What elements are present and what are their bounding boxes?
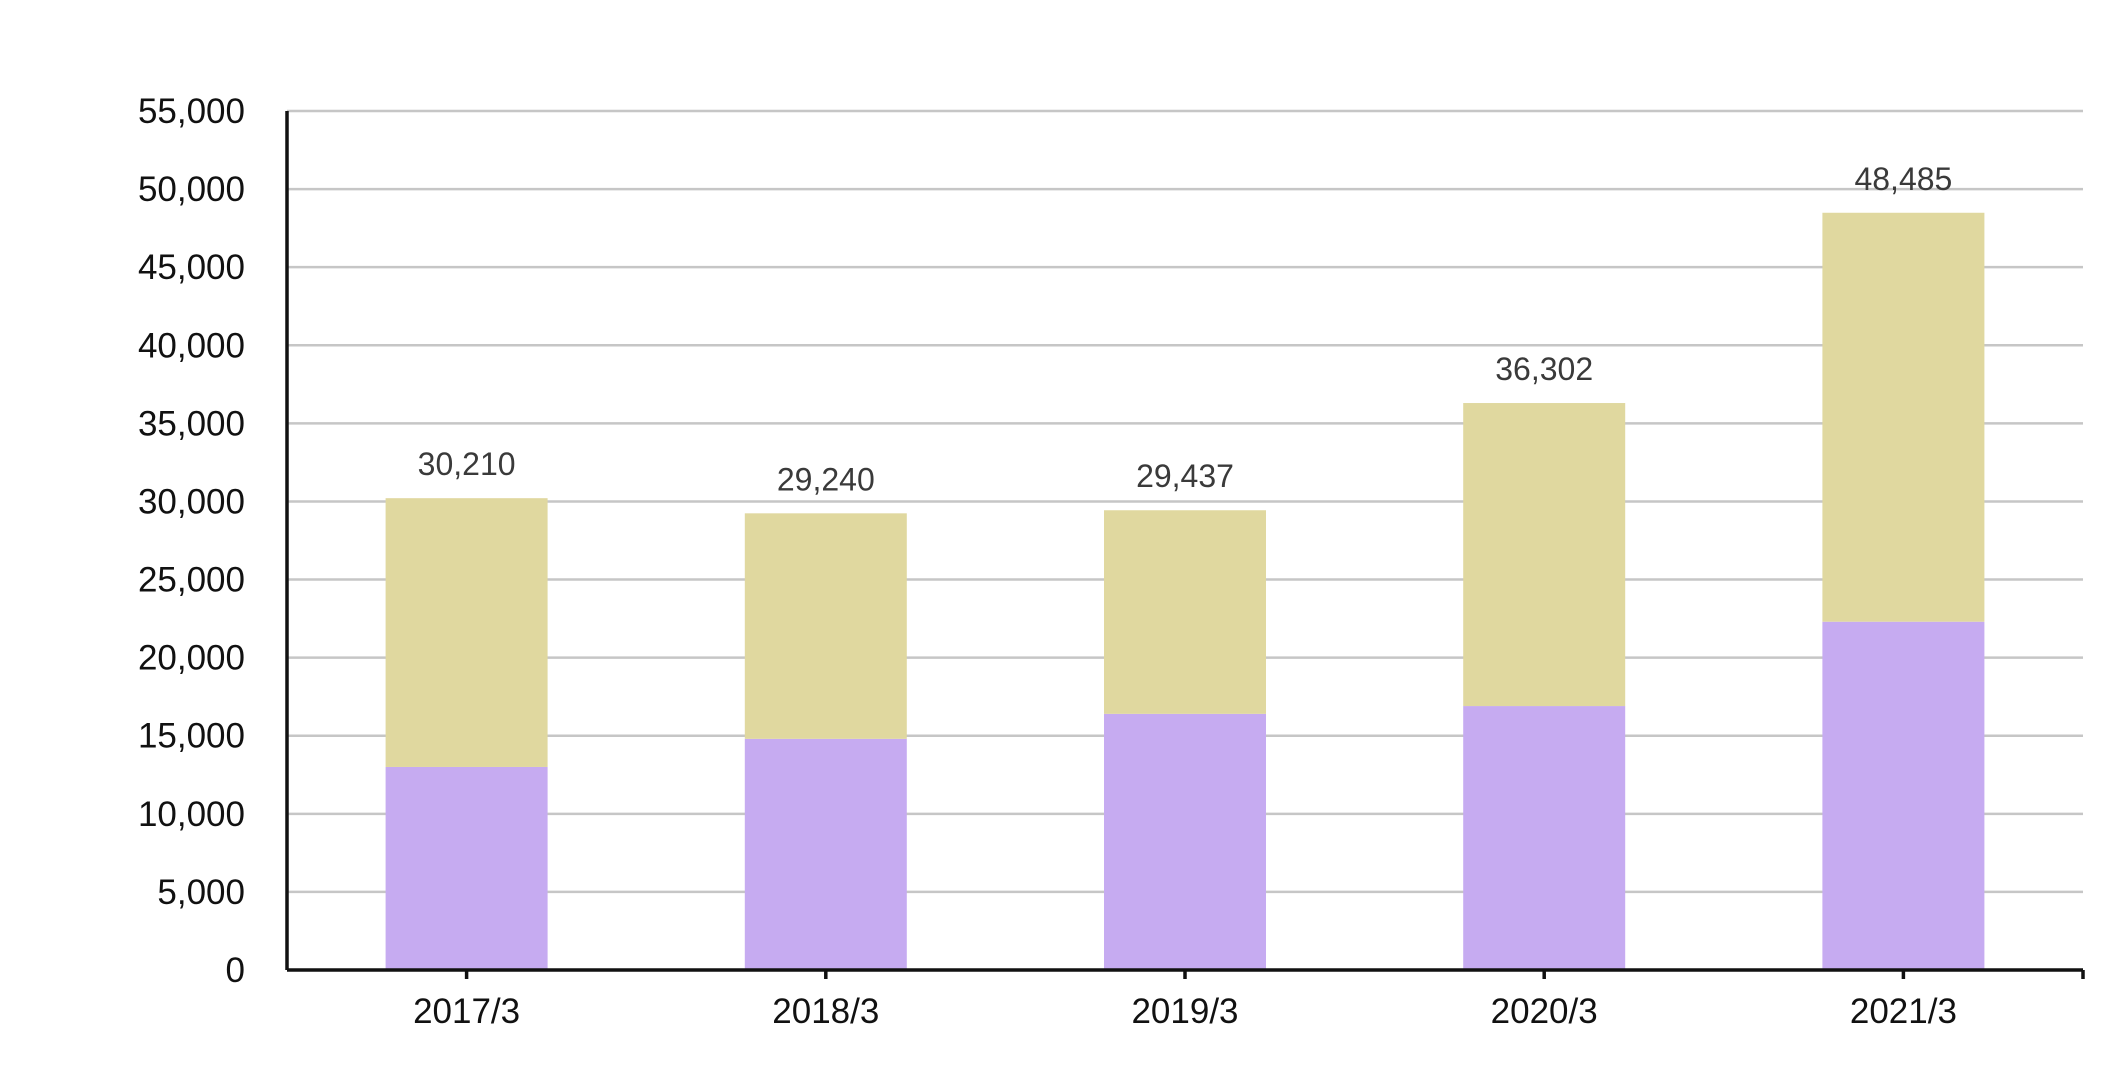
bar-segment-lower bbox=[1822, 621, 1985, 970]
bar-segment-lower bbox=[1104, 713, 1266, 970]
bar-segment-lower bbox=[1463, 706, 1626, 970]
y-tick-label: 35,000 bbox=[138, 404, 245, 443]
y-tick-label: 20,000 bbox=[138, 639, 245, 678]
bar-segment-lower bbox=[385, 766, 548, 970]
total-data-label: 29,240 bbox=[777, 461, 875, 497]
y-tick-label: 10,000 bbox=[138, 795, 245, 834]
y-tick-label: 45,000 bbox=[138, 248, 245, 287]
y-tick-label: 5,000 bbox=[157, 873, 245, 912]
bar-segment-upper bbox=[385, 498, 548, 767]
y-tick-label: 40,000 bbox=[138, 326, 245, 365]
label-layer: 0 5,000 10,000 15,000 20,000 25,000 30,000 35,0… bbox=[138, 92, 1957, 1031]
total-data-label: 30,210 bbox=[418, 446, 516, 482]
x-tick-label: 2020/3 bbox=[1491, 992, 1598, 1031]
axis-layer bbox=[285, 111, 2085, 979]
y-tick-label: 15,000 bbox=[138, 717, 245, 756]
y-tick-label: 30,000 bbox=[138, 482, 245, 521]
total-data-label: 36,302 bbox=[1495, 351, 1593, 387]
x-tick-label: 2021/3 bbox=[1850, 992, 1957, 1031]
x-tick-label: 2019/3 bbox=[1131, 992, 1238, 1031]
y-tick-label: 0 bbox=[226, 951, 245, 990]
x-tick-label: 2018/3 bbox=[772, 992, 879, 1031]
bar-segment-upper bbox=[1822, 212, 1985, 622]
total-data-label: 48,485 bbox=[1854, 161, 1952, 197]
y-tick-label: 50,000 bbox=[138, 170, 245, 209]
bar-segment-lower bbox=[744, 738, 907, 970]
bar-segment-upper bbox=[1104, 510, 1266, 714]
bar-layer bbox=[385, 212, 1985, 970]
y-tick-label: 55,000 bbox=[138, 92, 245, 131]
x-tick-label: 2017/3 bbox=[413, 992, 520, 1031]
bar-segment-upper bbox=[1463, 403, 1626, 707]
bar-segment-upper bbox=[744, 513, 907, 739]
y-tick-label: 25,000 bbox=[138, 561, 245, 600]
total-data-label: 29,437 bbox=[1136, 458, 1234, 494]
